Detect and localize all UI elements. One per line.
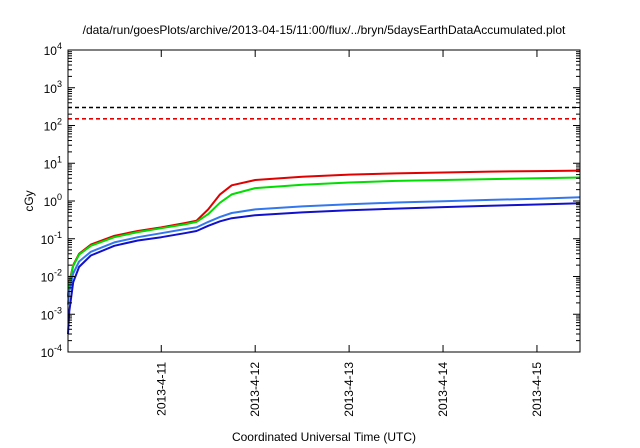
y-tick-label: 100 <box>44 192 62 209</box>
reference-lines <box>68 106 580 120</box>
series-line-2 <box>67 176 581 298</box>
x-tick-label: 2013-4-12 <box>248 362 262 417</box>
y-tick-label: 104 <box>44 41 62 58</box>
series-lines <box>67 169 581 335</box>
x-tick-label: 2013-4-15 <box>530 362 544 417</box>
series-line-1 <box>67 169 581 297</box>
x-axis: 2013-4-11 2013-4-12 2013-4-13 2013-4-14 2013… <box>154 50 544 417</box>
plot-frame <box>67 49 581 353</box>
x-tick-label: 2013-4-11 <box>154 362 168 416</box>
y-tick-label: 10-1 <box>41 230 62 247</box>
x-axis-label: Coordinated Universal Time (UTC) <box>232 430 416 444</box>
chart-title: /data/run/goesPlots/archive/2013-04-15/1… <box>83 23 566 37</box>
y-axis-label: cGy <box>22 190 36 211</box>
x-tick-label: 2013-4-14 <box>436 362 450 417</box>
y-tick-label: 10-3 <box>41 305 62 322</box>
y-axis: 10-4 10-3 10-2 10-1 100 101 102 103 104 <box>41 41 580 360</box>
series-line-4 <box>67 202 581 335</box>
series-line-3 <box>67 196 581 305</box>
y-tick-label: 103 <box>44 79 62 96</box>
y-tick-label: 10-2 <box>41 268 62 285</box>
y-tick-label: 102 <box>44 117 62 134</box>
y-tick-label: 101 <box>44 154 62 171</box>
x-tick-label: 2013-4-13 <box>342 362 356 417</box>
y-tick-label: 10-4 <box>41 343 62 360</box>
